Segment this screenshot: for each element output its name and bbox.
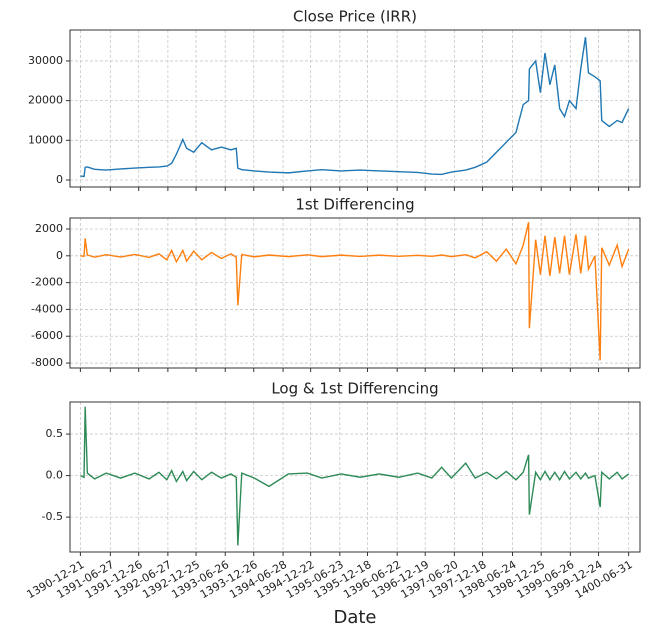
chart-title: Log & 1st Differencing: [271, 380, 438, 398]
y-tick-label: -8000: [31, 356, 63, 369]
x-axis-label: Date: [333, 607, 376, 628]
data-line: [80, 37, 630, 178]
y-tick-label: -4000: [31, 302, 63, 315]
plot-frame: [69, 29, 641, 188]
y-tick-label: -2000: [31, 276, 63, 289]
y-tick-label: 0.0: [46, 469, 64, 482]
plot-frame: [69, 217, 641, 369]
y-tick-label: -0.5: [42, 510, 63, 523]
y-tick-label: -6000: [31, 329, 63, 342]
y-tick-label: 2000: [35, 222, 63, 235]
y-tick-label: 20000: [28, 94, 63, 107]
y-tick-label: 0: [56, 173, 63, 186]
chart-title: Close Price (IRR): [293, 8, 417, 26]
plot-frame: [69, 401, 641, 553]
chart-title: 1st Differencing: [295, 196, 414, 214]
y-tick-label: 30000: [28, 54, 63, 67]
data-line: [80, 222, 630, 361]
data-line: [80, 406, 630, 546]
y-tick-label: 10000: [28, 133, 63, 146]
y-tick-label: 0.5: [46, 427, 64, 440]
y-tick-label: 0: [56, 249, 63, 262]
